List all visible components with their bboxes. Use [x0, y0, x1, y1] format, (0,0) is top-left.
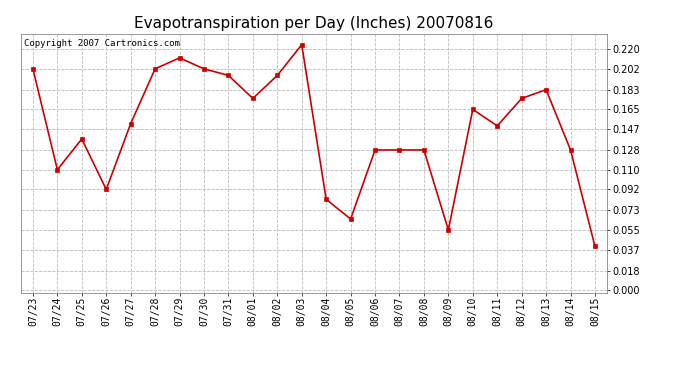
- Text: Copyright 2007 Cartronics.com: Copyright 2007 Cartronics.com: [23, 39, 179, 48]
- Title: Evapotranspiration per Day (Inches) 20070816: Evapotranspiration per Day (Inches) 2007…: [135, 16, 493, 31]
